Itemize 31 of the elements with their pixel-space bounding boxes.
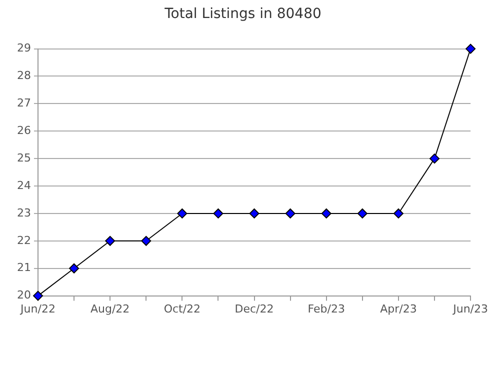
y-tick-label: 26: [16, 124, 31, 137]
point: [466, 44, 476, 54]
y-tick-label: 24: [16, 178, 31, 192]
y-tick-label: 29: [16, 42, 31, 55]
point: [430, 154, 440, 164]
x-tick-label: Jun/23: [452, 302, 488, 316]
point: [69, 263, 80, 274]
x-tick-label: Feb/23: [308, 302, 345, 316]
point: [213, 208, 224, 218]
point: [249, 208, 260, 218]
x-tick-label: Dec/22: [234, 302, 274, 316]
y-tick-label: 27: [16, 96, 31, 110]
x-tick-label: Apr/23: [380, 302, 417, 316]
point: [393, 208, 404, 218]
y-tick-label: 23: [16, 206, 31, 220]
y-tick-label: 22: [16, 234, 31, 247]
x-tick-label: Jun/22: [20, 302, 56, 316]
x-tick-label: Aug/22: [90, 302, 130, 316]
point: [177, 208, 188, 218]
chart-title: Total Listings in 80480: [164, 6, 322, 22]
y-tick-label: 20: [16, 288, 31, 302]
y-tick-label: 28: [16, 69, 31, 82]
point: [285, 208, 296, 218]
point: [357, 208, 368, 218]
point: [32, 290, 43, 301]
y-tick-label: 25: [16, 151, 31, 164]
point: [105, 236, 116, 246]
y-tick-label: 21: [16, 261, 31, 274]
point: [141, 236, 152, 246]
x-tick-label: Oct/22: [164, 302, 201, 316]
point: [321, 208, 332, 218]
